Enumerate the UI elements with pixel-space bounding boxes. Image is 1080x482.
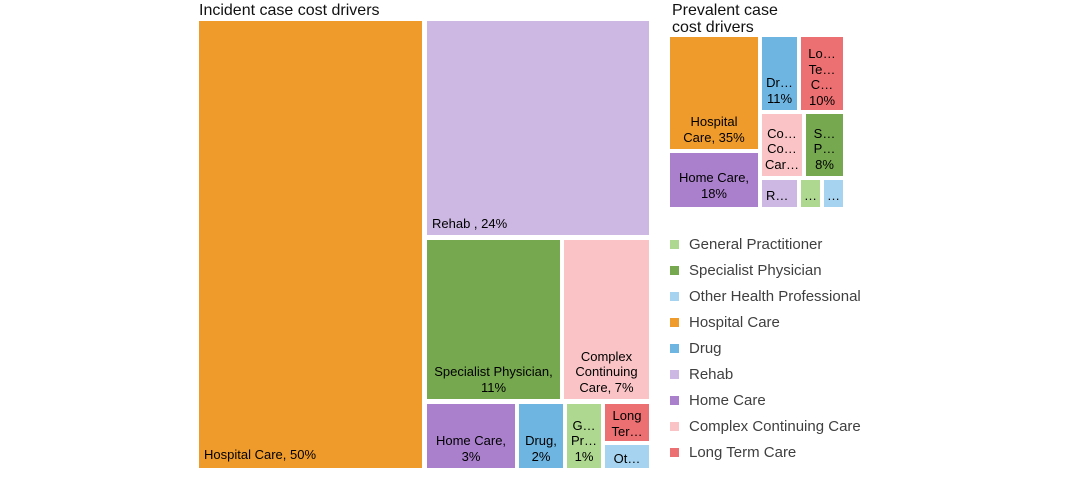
incident-tile-drug: Drug, 2% (519, 404, 563, 468)
prevalent-tile-complex-continuing-care: Co… Co… Car… (762, 114, 802, 176)
prevalent-tile-home-care: Home Care, 18% (670, 153, 758, 207)
legend-label: General Practitioner (689, 235, 823, 253)
incident-tile-other-health-professional: Ot… (605, 445, 649, 468)
prevalent-tile-general-practitioner: … (801, 180, 820, 207)
prevalent-tile-hospital-care: Hospital Care, 35% (670, 37, 758, 149)
legend-item-other-health-professional: Other Health Professional (670, 283, 861, 309)
specialist-physician-swatch-icon (670, 265, 679, 275)
legend-label: Complex Continuing Care (689, 417, 861, 435)
general-practitioner-swatch-icon (670, 239, 679, 249)
incident-tile-hospital-care: Hospital Care, 50% (199, 21, 422, 468)
legend-label: Hospital Care (689, 313, 780, 331)
legend: General Practitioner Specialist Physicia… (670, 231, 861, 465)
incident-tile-complex-continuing-care: Complex Continuing Care, 7% (564, 240, 649, 399)
prevalent-tile-rehab: R… (762, 180, 797, 207)
incident-tile-home-care: Home Care, 3% (427, 404, 515, 468)
legend-label: Rehab (689, 365, 734, 383)
home-care-swatch-icon (670, 395, 679, 405)
long-term-care-swatch-icon (670, 447, 679, 457)
legend-item-specialist-physician: Specialist Physician (670, 257, 861, 283)
prevalent-tile-specialist-physician: S… P… 8% (806, 114, 843, 176)
legend-label: Specialist Physician (689, 261, 822, 279)
rehab-swatch-icon (670, 369, 679, 379)
legend-label: Home Care (689, 391, 766, 409)
drug-swatch-icon (670, 343, 679, 353)
incident-tile-general-practitioner: G… Pr… 1% (567, 404, 601, 468)
legend-item-drug: Drug (670, 335, 861, 361)
prevalent-chart-title: Prevalent case cost drivers (672, 2, 778, 36)
other-health-professional-swatch-icon (670, 291, 679, 301)
incident-tile-long-term-care: Long Ter… (605, 404, 649, 441)
complex-continuing-care-swatch-icon (670, 421, 679, 431)
incident-tile-specialist-physician: Specialist Physician, 11% (427, 240, 560, 399)
legend-label: Drug (689, 339, 722, 357)
incident-treemap: Hospital Care, 50% Rehab , 24% Specialis… (199, 21, 649, 468)
legend-label: Other Health Professional (689, 287, 861, 305)
legend-item-rehab: Rehab (670, 361, 861, 387)
incident-tile-rehab: Rehab , 24% (427, 21, 649, 235)
prevalent-tile-other-health-professional: … (824, 180, 843, 207)
legend-item-complex-continuing-care: Complex Continuing Care (670, 413, 861, 439)
prevalent-tile-long-term-care: Lo… Te… C… 10% (801, 37, 843, 110)
legend-item-long-term-care: Long Term Care (670, 439, 861, 465)
prevalent-tile-drug: Dr… 11% (762, 37, 797, 110)
legend-label: Long Term Care (689, 443, 797, 461)
legend-item-general-practitioner: General Practitioner (670, 231, 861, 257)
prevalent-treemap: Hospital Care, 35% Home Care, 18% Dr… 11… (670, 37, 843, 207)
incident-chart-title: Incident case cost drivers (199, 2, 380, 19)
legend-item-home-care: Home Care (670, 387, 861, 413)
hospital-care-swatch-icon (670, 317, 679, 327)
legend-item-hospital-care: Hospital Care (670, 309, 861, 335)
